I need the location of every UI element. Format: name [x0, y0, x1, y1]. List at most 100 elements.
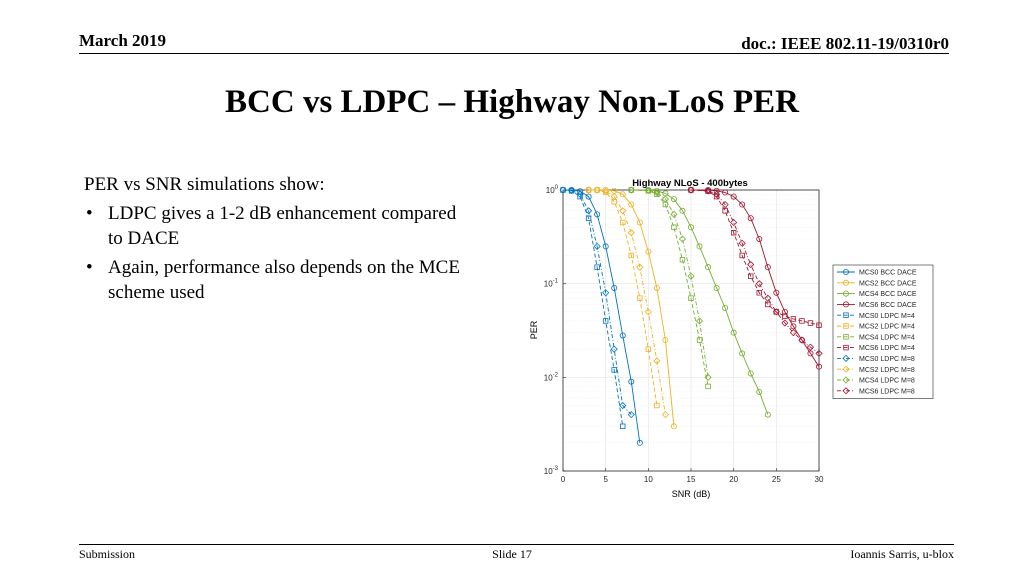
- data-point: [765, 301, 771, 308]
- legend-label: MCS2 LDPC M=8: [859, 367, 915, 374]
- data-point: [644, 308, 652, 316]
- data-point: [670, 196, 677, 203]
- data-point: [670, 210, 678, 218]
- series-group: [560, 187, 626, 430]
- header-date: March 2019: [79, 31, 167, 50]
- footer-slide-number: Slide 17: [492, 547, 532, 561]
- legend-label: MCS2 LDPC M=4: [859, 324, 915, 331]
- data-point: [713, 190, 721, 198]
- series-line: [562, 189, 624, 427]
- data-point: [645, 248, 652, 255]
- data-point: [705, 264, 712, 271]
- body-text: PER vs SNR simulations show: • LDPC give…: [84, 172, 474, 309]
- y-tick-label: 100: [546, 185, 559, 195]
- series-line: [690, 189, 820, 354]
- data-point: [602, 318, 609, 324]
- data-point: [679, 207, 686, 214]
- data-point: [730, 329, 737, 336]
- data-point: [619, 207, 627, 215]
- data-point: [687, 224, 694, 231]
- data-point: [619, 191, 626, 198]
- data-point: [628, 252, 634, 259]
- bullet-icon: •: [86, 257, 93, 278]
- data-point: [789, 329, 797, 337]
- data-point: [773, 289, 780, 296]
- data-point: [748, 273, 754, 279]
- series-group: [687, 186, 823, 357]
- data-point: [747, 370, 754, 377]
- data-point: [627, 186, 635, 194]
- data-point: [842, 279, 849, 286]
- series-line: [588, 189, 675, 427]
- data-point: [747, 215, 754, 222]
- legend-label: MCS0 BCC DACE: [859, 270, 917, 277]
- data-point: [585, 215, 592, 221]
- data-point: [654, 402, 660, 409]
- bullet-icon: •: [86, 203, 93, 224]
- series-group: [628, 186, 771, 418]
- data-point: [722, 189, 729, 196]
- data-point: [807, 320, 814, 326]
- axis-ticks: 0 5 10 15 20 25 30 100 10-1 10-2 10-3: [544, 185, 824, 484]
- data-point: [678, 235, 687, 243]
- footer-author: Ioannis Sarris, u-blox: [850, 547, 954, 561]
- y-tick-label: 10-2: [544, 372, 559, 382]
- data-point: [637, 295, 643, 301]
- series-group: [560, 186, 643, 446]
- data-point: [594, 211, 601, 218]
- header-divider: [79, 53, 949, 54]
- series-group: [628, 187, 711, 390]
- y-tick-label: 10-3: [544, 466, 559, 476]
- x-tick-label: 15: [687, 475, 696, 484]
- data-point: [653, 188, 661, 197]
- y-axis-label: PER: [529, 320, 539, 339]
- data-point: [764, 294, 772, 302]
- legend-label: MCS4 LDPC M=8: [859, 378, 915, 385]
- data-point: [756, 290, 762, 296]
- data-point: [756, 388, 763, 395]
- data-point: [713, 187, 720, 194]
- series-group: [559, 186, 635, 419]
- data-point: [816, 322, 822, 328]
- legend-label: MCS2 BCC DACE: [859, 280, 917, 287]
- data-point: [843, 312, 849, 318]
- chart-title: Highway NLoS - 400bytes: [632, 178, 748, 189]
- data-point: [756, 235, 763, 242]
- series-line: [691, 189, 820, 367]
- data-point: [662, 337, 669, 344]
- data-point: [764, 411, 771, 418]
- data-point: [593, 186, 601, 194]
- data-point: [747, 260, 755, 269]
- data-point: [790, 323, 797, 330]
- data-point: [610, 345, 618, 353]
- data-point: [619, 332, 626, 339]
- data-point: [739, 350, 746, 357]
- x-tick-label: 5: [603, 475, 608, 484]
- data-point: [644, 186, 652, 194]
- data-point: [722, 304, 729, 311]
- data-point: [585, 207, 593, 215]
- data-point: [722, 208, 728, 214]
- data-point: [661, 195, 669, 203]
- series-line: [588, 189, 658, 406]
- data-point: [721, 200, 729, 209]
- data-point: [842, 301, 849, 308]
- x-tick-label: 0: [561, 475, 566, 484]
- footer-submission: Submission: [79, 547, 136, 561]
- x-tick-label: 25: [772, 475, 781, 484]
- data-point: [739, 252, 745, 259]
- data-point: [645, 346, 652, 352]
- data-point: [619, 401, 627, 410]
- data-point: [843, 344, 849, 351]
- data-point: [567, 186, 576, 194]
- x-tick-label: 10: [644, 475, 653, 484]
- slide-title: BCC vs LDPC – Highway Non-LoS PER: [225, 84, 799, 120]
- data-point: [781, 308, 788, 315]
- data-point: [738, 239, 746, 247]
- data-point: [730, 218, 738, 227]
- data-point: [704, 373, 712, 381]
- data-point: [653, 284, 660, 291]
- bullet-item: • LDPC gives a 1-2 dB enhancement compar…: [84, 201, 474, 251]
- data-point: [593, 242, 601, 250]
- data-point: [815, 363, 822, 370]
